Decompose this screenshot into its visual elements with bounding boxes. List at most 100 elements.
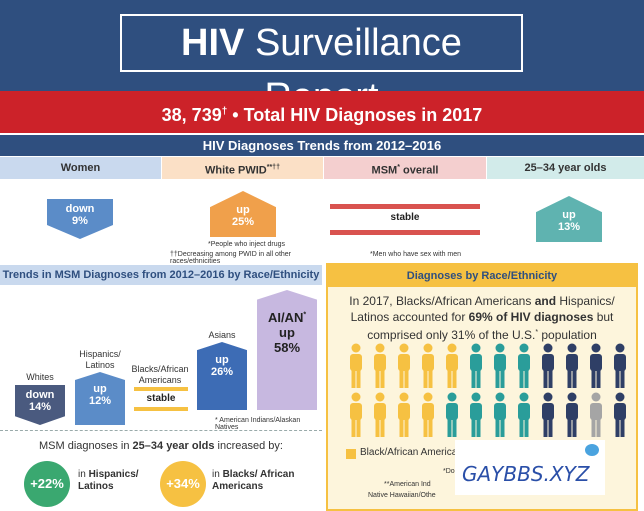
hispanics-stat-circle: +22% <box>24 461 70 507</box>
person-icon <box>372 392 388 438</box>
women-down-arrow: down 9% <box>47 199 113 239</box>
aian-footnote: * American Indians/Alaskan Natives <box>215 417 301 431</box>
women-value: 9% <box>72 215 88 227</box>
aian-up-arrow: AI/AN* up 58% <box>257 290 317 410</box>
asians-direction: up <box>215 354 229 366</box>
msm-stable-line-bottom <box>330 230 480 235</box>
age-text-pre: MSM diagnoses in <box>39 440 133 452</box>
person-icon <box>492 343 508 389</box>
person-icon <box>348 392 364 438</box>
dagger-mark: † <box>221 106 228 117</box>
blacks-stat-pre: in <box>212 469 223 480</box>
race-text-bold: 69% of HIV diagnoses <box>468 310 594 324</box>
msm-race-title: Trends in MSM Diagnoses from 2012–2016 b… <box>0 265 322 285</box>
hispanics-value: 12% <box>88 395 112 407</box>
race-panel-text: In 2017, Blacks/African Americans and Hi… <box>336 293 628 343</box>
asians-up-arrow: up 26% <box>197 342 247 410</box>
person-icon <box>444 343 460 389</box>
hispanics-stat-bold: Hispanics/ Latinos <box>78 469 139 492</box>
race-footnote-3: Native Hawaiian/Othe <box>368 492 436 499</box>
legend-label: Black/African American <box>360 447 463 458</box>
person-icon <box>468 392 484 438</box>
col-head-msm-rest: overall <box>399 164 439 177</box>
blacks-stat-bold: Blacks/ African Americans <box>212 469 295 492</box>
whites-label: Whites <box>26 372 54 382</box>
blacks-label: Blacks/African Americans <box>131 364 189 385</box>
total-number: 38, 739 <box>161 105 222 125</box>
page-title: HIV Surveillance Report <box>120 14 523 118</box>
col-head-msm-mark: * <box>397 164 400 171</box>
age-up-arrow: up 13% <box>536 196 602 242</box>
person-icon <box>372 343 388 389</box>
race-footnote-1: *Do <box>443 468 455 475</box>
col-head-white-pwid-mark: **†† <box>266 164 280 171</box>
total-diagnoses-banner: 38, 739† • Total HIV Diagnoses in 2017 <box>0 91 644 133</box>
person-icon <box>492 392 508 438</box>
asians-value: 26% <box>210 366 234 378</box>
col-head-white-pwid-label: White PWID <box>205 164 267 177</box>
person-icon <box>420 343 436 389</box>
person-icon <box>516 343 532 389</box>
age-value: 13% <box>557 221 581 233</box>
asians-label: Asians <box>208 330 236 340</box>
race-text-1: In 2017, Blacks/African Americans <box>349 294 535 308</box>
hispanics-stat-label: in Hispanics/ Latinos <box>78 469 153 493</box>
person-icon <box>564 392 580 438</box>
person-icon <box>516 392 532 438</box>
blacks-stable-line-top <box>134 387 188 391</box>
pwid-note-2: ††Decreasing among PWID in all other rac… <box>170 251 292 265</box>
age-text-bold: 25–34 year olds <box>132 440 215 452</box>
hispanics-up-arrow: up 12% <box>75 372 125 425</box>
col-head-white-pwid: White PWID**†† <box>162 157 323 179</box>
blacks-direction: stable <box>146 393 176 404</box>
blacks-stat-circle: +34% <box>160 461 206 507</box>
person-icon <box>468 343 484 389</box>
race-panel-title: Diagnoses by Race/Ethnicity <box>328 265 636 287</box>
person-icon <box>420 392 436 438</box>
person-icon <box>396 392 412 438</box>
col-head-msm: MSM* overall <box>324 157 486 179</box>
pwid-up-arrow: up 25% <box>210 191 276 237</box>
whites-value: 14% <box>28 401 52 413</box>
title-bold: HIV <box>181 22 245 64</box>
person-icon <box>612 343 628 389</box>
person-icon <box>588 392 604 438</box>
col-head-25-34: 25–34 year olds <box>487 157 644 179</box>
race-text-2: Hispanics/ Latinos accounted for <box>350 294 615 324</box>
person-icon <box>396 343 412 389</box>
race-text-mark: * <box>535 329 539 336</box>
trends-title: HIV Diagnoses Trends from 2012–2016 <box>0 135 644 156</box>
total-label: • Total HIV Diagnoses in 2017 <box>227 105 483 125</box>
pwid-note-1: *People who inject drugs <box>208 241 286 248</box>
age-increase-text: MSM diagnoses in 25–34 year olds increas… <box>0 440 322 452</box>
watermark-text: GAYBBS.XYZ <box>462 462 590 486</box>
aian-value: 58% <box>273 340 301 355</box>
aian-label-mark: * <box>303 311 307 319</box>
hispanics-label: Hispanics/ Latinos <box>79 349 121 370</box>
women-direction: down <box>65 203 95 215</box>
person-icon <box>588 343 604 389</box>
pwid-direction: up <box>236 204 250 216</box>
person-icon <box>540 392 556 438</box>
whites-direction: down <box>25 389 55 401</box>
legend-swatch <box>346 449 356 459</box>
watermark-box <box>455 440 605 495</box>
person-icon <box>348 343 364 389</box>
watermark-bird-icon <box>585 444 599 456</box>
age-text-post: increased by: <box>214 440 283 452</box>
race-text-and: and <box>534 294 557 308</box>
msm-note: *Men who have sex with men <box>370 251 462 258</box>
col-head-women: Women <box>0 157 161 179</box>
person-icon <box>564 343 580 389</box>
person-icon <box>444 392 460 438</box>
person-icon <box>612 392 628 438</box>
aian-label: AI/AN* <box>257 310 317 325</box>
race-text-4: population <box>538 328 597 342</box>
blacks-stat-label: in Blacks/ African Americans <box>212 469 317 493</box>
age-direction: up <box>562 209 576 221</box>
race-text-3: but comprised only 31% of the U.S. <box>367 310 614 342</box>
race-footnote-2: **American Ind <box>384 481 431 488</box>
aian-direction: up <box>279 325 295 340</box>
msm-direction: stable <box>390 212 420 223</box>
msm-stable-line-top <box>330 204 480 209</box>
